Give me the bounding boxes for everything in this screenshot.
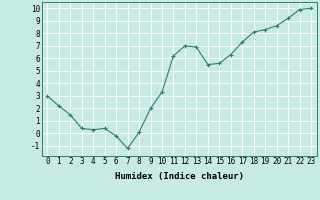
- X-axis label: Humidex (Indice chaleur): Humidex (Indice chaleur): [115, 172, 244, 181]
